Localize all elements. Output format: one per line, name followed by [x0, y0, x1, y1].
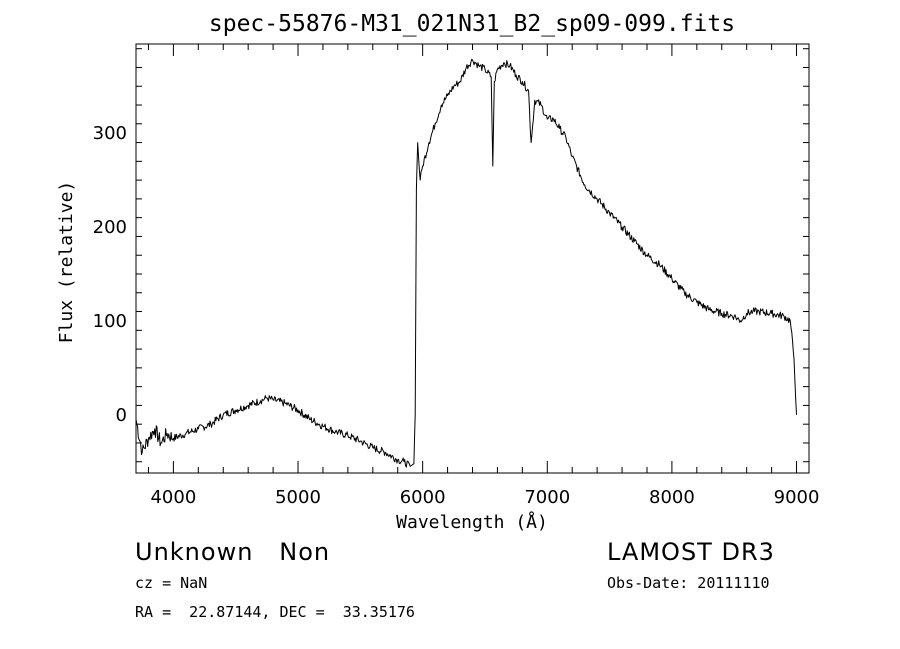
y-tick-label: 300: [93, 123, 127, 144]
x-tick-label: 9000: [774, 487, 820, 508]
survey-name: LAMOST DR3: [607, 538, 775, 566]
redshift-line: cz = NaN: [135, 574, 208, 592]
x-tick-label: 8000: [649, 487, 695, 508]
x-tick-label: 5000: [275, 487, 321, 508]
y-axis-label: Flux (relative): [56, 181, 77, 344]
x-axis-ticks: 4000 5000 6000 7000 8000 9000: [147, 44, 820, 508]
spectrum-chart: spec-55876-M31_021N31_B2_sp09-099.fits 4…: [56, 11, 820, 533]
plot-frame: [135, 43, 810, 474]
y-tick-label: 100: [93, 311, 127, 332]
flux-spectrum-line: [135, 58, 797, 468]
x-axis-label: Wavelength (Å): [396, 511, 548, 533]
obs-date: Obs-Date: 20111110: [607, 574, 770, 592]
x-tick-label: 6000: [400, 487, 446, 508]
coordinates: RA = 22.87144, DEC = 33.35176: [135, 603, 415, 621]
y-tick-label: 0: [116, 405, 127, 426]
y-axis-ticks: 0 100 200 300: [93, 48, 809, 463]
x-tick-label: 4000: [150, 487, 196, 508]
y-tick-label: 200: [93, 217, 127, 238]
x-tick-label: 7000: [524, 487, 570, 508]
chart-title: spec-55876-M31_021N31_B2_sp09-099.fits: [209, 11, 735, 37]
object-class: Unknown Non: [135, 538, 331, 566]
